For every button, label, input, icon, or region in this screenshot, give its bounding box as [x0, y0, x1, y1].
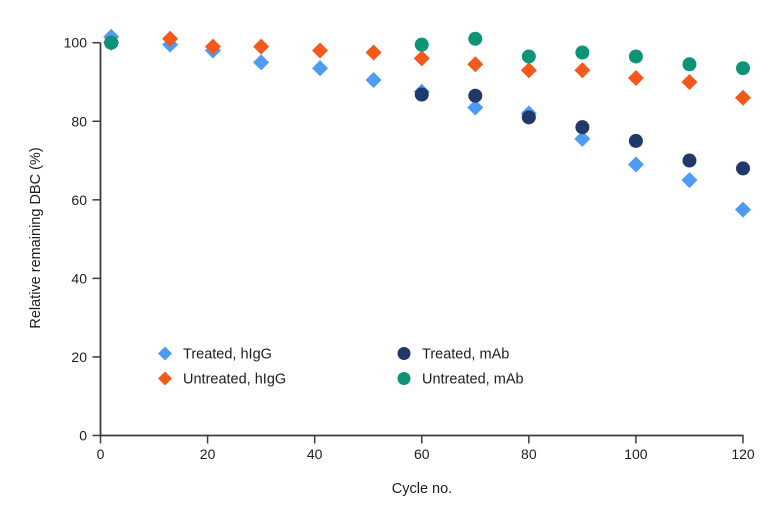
data-points [103, 28, 751, 218]
data-point [162, 30, 179, 47]
legend-item: Untreated, mAb [397, 372, 524, 388]
data-point [521, 110, 536, 125]
data-point [628, 49, 643, 64]
data-point [414, 87, 429, 102]
legend-item: Treated, mAb [397, 347, 509, 363]
data-point [104, 35, 119, 50]
data-point [365, 44, 382, 61]
data-point [681, 73, 698, 90]
x-tick-label: 60 [414, 446, 430, 462]
data-point [158, 371, 172, 386]
data-point [253, 38, 270, 55]
series-treated-mab [104, 35, 750, 176]
x-tick-label: 20 [200, 446, 216, 462]
data-point [682, 153, 697, 168]
data-point [575, 45, 590, 60]
data-point [397, 347, 411, 360]
y-tick-label: 80 [71, 113, 87, 129]
data-point [735, 89, 751, 106]
data-point [574, 62, 591, 79]
y-axis-label: Relative remaining DBC (%) [28, 147, 44, 328]
data-point [575, 120, 590, 135]
y-tick-label: 40 [71, 270, 87, 286]
x-axis-label: Cycle no. [392, 481, 452, 497]
data-point [397, 372, 411, 385]
data-point [158, 346, 172, 361]
legend-label: Treated, hIgG [183, 347, 272, 363]
series-untreated-mab [104, 31, 750, 76]
legend-label: Untreated, mAb [422, 372, 524, 388]
data-point [365, 72, 382, 89]
legend: Treated, hIgG Untreated, hIgG Treated, mAb… [158, 346, 524, 388]
x-tick-label: 120 [731, 446, 755, 462]
series-untreated-higg [103, 30, 751, 106]
y-tick-label: 100 [64, 35, 88, 51]
data-point [312, 60, 329, 77]
data-point [574, 130, 591, 147]
x-tick-label: 0 [97, 446, 105, 462]
data-point [681, 172, 698, 189]
legend-item: Treated, hIgG [158, 346, 272, 363]
legend-label: Untreated, hIgG [183, 372, 286, 388]
axes: 0 20 40 60 80 100 120 0 20 40 60 80 100 [64, 35, 755, 462]
data-point [253, 54, 270, 71]
data-point [468, 31, 483, 46]
data-point [467, 99, 484, 116]
data-point [736, 161, 750, 176]
data-point [467, 56, 484, 73]
data-point [468, 88, 483, 103]
x-tick-label: 80 [521, 446, 537, 462]
data-point [682, 57, 697, 72]
data-point [520, 62, 537, 79]
data-point [414, 37, 429, 52]
data-point [736, 61, 750, 76]
y-tick-label: 20 [71, 349, 87, 365]
data-point [413, 50, 430, 67]
x-tick-label: 100 [624, 446, 648, 462]
data-point [204, 38, 221, 55]
legend-item: Untreated, hIgG [158, 371, 286, 388]
data-point [627, 70, 644, 87]
y-tick-label: 0 [79, 428, 87, 444]
data-point [312, 42, 329, 59]
legend-label: Treated, mAb [422, 347, 509, 363]
data-point [628, 133, 643, 148]
data-point [521, 49, 536, 64]
data-point [627, 156, 644, 173]
y-tick-label: 60 [71, 192, 87, 208]
x-tick-label: 40 [307, 446, 323, 462]
data-point [735, 201, 751, 218]
